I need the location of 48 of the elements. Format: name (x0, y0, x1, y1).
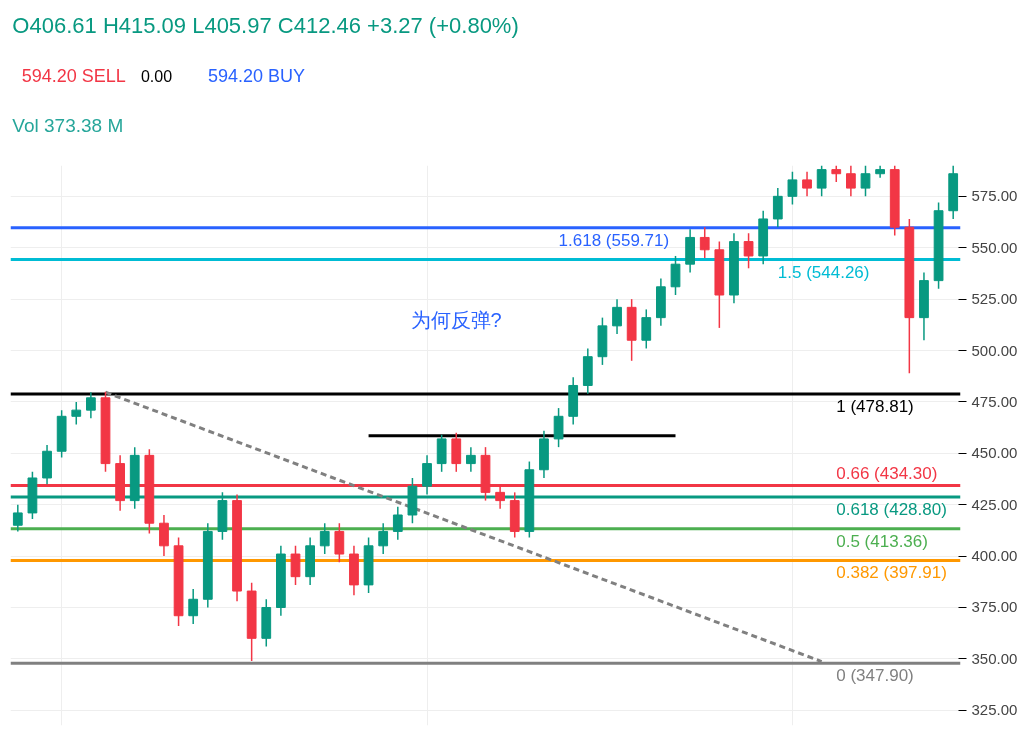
text: O406.61 H415.09 L405.97 C412.46 +3.27 (+0.80%) (12, 13, 519, 38)
candlestick (86, 391, 96, 420)
y-tick-label: 575.00 (971, 187, 1018, 205)
candlestick (392, 506, 403, 541)
candlestick (319, 522, 330, 555)
ref-line-label: 0.66 (434.30) (836, 463, 938, 483)
candlestick (159, 514, 169, 557)
text: Vol 373.38 M (12, 115, 124, 136)
candlestick (743, 232, 754, 270)
candlestick (699, 226, 710, 259)
candlestick (816, 165, 827, 198)
y-tick-label: 525.00 (971, 290, 1018, 308)
ref-line-label: 0.618 (428.80) (836, 499, 947, 519)
candlestick (860, 165, 871, 198)
candlestick (71, 401, 82, 426)
candlestick (12, 503, 23, 533)
candlestick (846, 165, 856, 198)
candlestick (670, 255, 681, 296)
ref-line-label: 0 (347.90) (836, 666, 914, 686)
candlestick (612, 298, 622, 335)
candlestick (641, 308, 652, 350)
annotation: 为何反弹? (410, 308, 502, 331)
candlestick (787, 170, 798, 206)
candlestick (378, 522, 389, 555)
ref-line-label: 1.5 (544.26) (777, 262, 870, 282)
candlestick (466, 446, 476, 473)
y-tick-label: 425.00 (971, 495, 1018, 513)
candlestick (334, 522, 345, 564)
y-tick-label: 325.00 (971, 701, 1018, 719)
ref-line-label: 1 (478.81) (836, 397, 914, 417)
text: 594.20 SELL (21, 65, 126, 86)
ref-line-label: 0.5 (413.36) (836, 531, 928, 551)
candlestick (290, 545, 301, 586)
ref-line-label: 0.382 (397.91) (836, 563, 947, 583)
y-tick-label: 450.00 (971, 444, 1018, 462)
candlestick (188, 588, 199, 625)
candlestick (772, 187, 783, 228)
y-tick-label: 350.00 (971, 649, 1018, 667)
y-tick-label: 475.00 (971, 392, 1018, 410)
candlestick (553, 407, 564, 448)
text: 0.00 (140, 67, 173, 85)
y-tick-label: 550.00 (971, 238, 1018, 256)
y-tick-label: 375.00 (971, 598, 1018, 616)
text: 594.20 BUY (207, 65, 306, 86)
y-tick-label: 500.00 (971, 341, 1018, 359)
ref-line-label: 1.618 (559.71) (558, 230, 670, 250)
candlestick (802, 170, 812, 198)
y-tick-label: 400.00 (971, 547, 1018, 565)
